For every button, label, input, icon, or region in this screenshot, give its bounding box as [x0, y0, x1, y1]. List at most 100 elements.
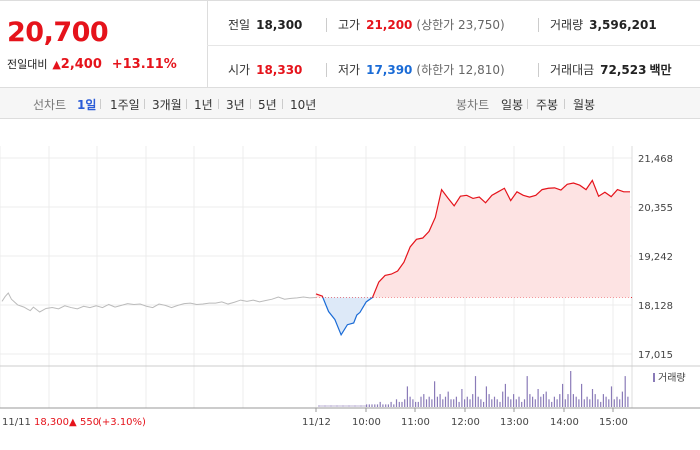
- stat-label: 거래대금: [550, 63, 595, 77]
- volume-bar: [562, 383, 564, 407]
- volume-bar: [327, 405, 329, 407]
- volume-bar: [610, 386, 613, 407]
- volume-bar: [469, 399, 471, 407]
- volume-bar: [332, 405, 334, 407]
- volume-bar: [356, 405, 358, 407]
- volume-bar: [374, 404, 376, 407]
- volume-bar: [336, 405, 337, 407]
- y-tick-label: 18,128: [638, 301, 673, 312]
- divider: [207, 45, 700, 46]
- volume-bar: [354, 405, 355, 407]
- volume-bar: [330, 405, 331, 407]
- stat-value: 21,200: [366, 18, 413, 32]
- volume-stat: 거래량 3,596,201: [550, 16, 657, 33]
- volume-legend: 거래량: [653, 372, 686, 384]
- volume-bar: [472, 394, 474, 407]
- volume-bar: [358, 405, 360, 407]
- volume-bar: [526, 376, 528, 407]
- volume-bar: [361, 405, 362, 407]
- volume-bar: [553, 396, 555, 407]
- volume-bar: [556, 399, 558, 407]
- stat-unit: 백만: [649, 63, 672, 77]
- prev-day-info: 11/11 18,300 ▲ 550 (+3.10%): [2, 417, 146, 428]
- volume-bar: [621, 391, 623, 407]
- prev-day-date: 11/11: [2, 417, 31, 428]
- divider: [326, 18, 327, 32]
- divider: [186, 99, 187, 109]
- volume-bar: [339, 405, 341, 407]
- volume-bar: [485, 386, 487, 407]
- volume-bar: [496, 399, 498, 407]
- volume-bar: [333, 405, 335, 407]
- volume-bar: [594, 394, 596, 407]
- volume-bar: [548, 399, 550, 407]
- volume-bar: [534, 399, 536, 407]
- prev-day-price-line: [1, 292, 317, 313]
- volume-bar: [325, 405, 326, 407]
- x-tick-label: 14:00: [550, 417, 579, 428]
- volume-bar: [602, 394, 604, 407]
- chart-areas: [316, 180, 630, 335]
- volume-bar: [319, 405, 320, 407]
- change-percent: +13.11%: [111, 57, 177, 72]
- volume-bar: [342, 405, 343, 407]
- divider: [326, 63, 327, 77]
- volume-bar: [540, 396, 542, 407]
- stat-sub: (하한가 12,810): [416, 63, 505, 77]
- volume-bar: [338, 405, 340, 407]
- volume-bar: [439, 394, 441, 407]
- period-10y[interactable]: 10년: [290, 98, 317, 112]
- period-5y[interactable]: 5년: [258, 98, 277, 112]
- prev-day-close: 18,300: [34, 417, 69, 428]
- volume-bar: [513, 394, 515, 407]
- volume-bar: [387, 404, 389, 407]
- chart-lines: [1, 179, 630, 337]
- volume-bar: [398, 401, 400, 407]
- volume-bar: [363, 405, 365, 407]
- volume-bar: [344, 405, 346, 407]
- low-stat: 저가 17,390 (하한가 12,810): [338, 61, 505, 78]
- current-price: 20,700: [7, 17, 109, 48]
- volume-bar: [412, 399, 414, 407]
- stat-label: 전일: [228, 18, 251, 32]
- volume-bar: [523, 399, 526, 407]
- candle-weekly[interactable]: 주봉: [536, 98, 559, 112]
- up-triangle-icon: ▲: [52, 58, 61, 71]
- volume-bar: [409, 396, 411, 407]
- x-tick-label: 10:00: [352, 417, 381, 428]
- period-1y[interactable]: 1년: [194, 98, 213, 112]
- x-tick-label: 12:00: [451, 417, 480, 428]
- prev-close-stat: 전일 18,300: [228, 16, 302, 33]
- volume-bar: [453, 399, 455, 407]
- stock-summary-panel: 20,700 전일대비 ▲2,400 +13.11% 전일 18,300 고가 21…: [0, 0, 700, 88]
- period-3m[interactable]: 3개월: [152, 98, 182, 112]
- price-area-up: [316, 180, 630, 298]
- volume-bar: [455, 396, 457, 407]
- divider: [527, 99, 528, 109]
- volume-bar: [521, 401, 523, 407]
- volume-bar: [331, 405, 332, 407]
- period-1w[interactable]: 1주일: [110, 98, 140, 112]
- volume-bar: [504, 383, 506, 407]
- candle-daily[interactable]: 일봉: [501, 98, 524, 112]
- volume-bar: [326, 405, 328, 407]
- volume-bar: [364, 405, 366, 407]
- volume-bar: [334, 405, 336, 407]
- change-amount: 2,400: [60, 57, 102, 72]
- volume-bar: [340, 405, 342, 407]
- today-price-line-up: [315, 179, 630, 298]
- volume-bar: [406, 386, 408, 407]
- volume-bar: [350, 405, 352, 407]
- volume-bar: [572, 394, 574, 407]
- volume-bar: [613, 399, 615, 407]
- period-1d[interactable]: 1일: [77, 98, 97, 112]
- volume-bar: [444, 396, 447, 407]
- volume-bar: [404, 399, 406, 407]
- candle-monthly[interactable]: 월봉: [573, 98, 596, 112]
- volume-bar: [510, 399, 512, 407]
- volume-bar: [366, 404, 368, 407]
- volume-bar: [352, 405, 354, 407]
- volume-bar: [600, 401, 602, 407]
- period-3y[interactable]: 3년: [226, 98, 245, 112]
- volume-bar: [570, 371, 572, 407]
